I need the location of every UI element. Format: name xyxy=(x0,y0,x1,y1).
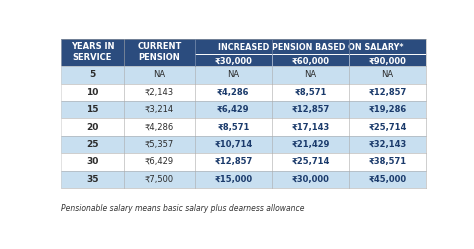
Text: NA: NA xyxy=(304,70,317,79)
Text: ₹38,571: ₹38,571 xyxy=(368,157,406,166)
Bar xyxy=(61,101,426,119)
Bar xyxy=(61,84,426,101)
Text: NA: NA xyxy=(227,70,239,79)
Text: ₹4,286: ₹4,286 xyxy=(145,123,174,132)
Text: 15: 15 xyxy=(86,105,99,114)
Text: NA: NA xyxy=(153,70,165,79)
Text: ₹21,429: ₹21,429 xyxy=(291,140,329,149)
Text: ₹8,571: ₹8,571 xyxy=(294,88,327,97)
Text: ₹25,714: ₹25,714 xyxy=(368,123,407,132)
Text: ₹30,000: ₹30,000 xyxy=(214,57,252,66)
Text: 10: 10 xyxy=(86,88,99,97)
Bar xyxy=(61,171,426,188)
Bar xyxy=(61,66,426,84)
Text: ₹45,000: ₹45,000 xyxy=(368,175,406,184)
Text: ₹8,571: ₹8,571 xyxy=(217,123,249,132)
Text: ₹2,143: ₹2,143 xyxy=(145,88,174,97)
Text: ₹6,429: ₹6,429 xyxy=(217,105,250,114)
Text: NA: NA xyxy=(381,70,393,79)
Text: Pensionable salary means basic salary plus dearness allowance: Pensionable salary means basic salary pl… xyxy=(61,204,305,213)
Text: ₹12,857: ₹12,857 xyxy=(291,105,329,114)
Text: 35: 35 xyxy=(86,175,99,184)
Text: 20: 20 xyxy=(86,123,99,132)
Text: ₹60,000: ₹60,000 xyxy=(292,57,329,66)
Text: ₹90,000: ₹90,000 xyxy=(368,57,406,66)
Text: 5: 5 xyxy=(90,70,96,79)
Text: CURRENT
PENSION: CURRENT PENSION xyxy=(137,42,182,62)
Text: ₹32,143: ₹32,143 xyxy=(368,140,407,149)
Text: INCREASED PENSION BASED ON SALARY*: INCREASED PENSION BASED ON SALARY* xyxy=(218,43,403,52)
Bar xyxy=(61,119,426,136)
Text: ₹6,429: ₹6,429 xyxy=(145,157,174,166)
Text: ₹19,286: ₹19,286 xyxy=(368,105,407,114)
Text: ₹25,714: ₹25,714 xyxy=(291,157,329,166)
Text: ₹4,286: ₹4,286 xyxy=(217,88,250,97)
Text: ₹15,000: ₹15,000 xyxy=(214,175,253,184)
Text: ₹30,000: ₹30,000 xyxy=(292,175,329,184)
Text: 25: 25 xyxy=(86,140,99,149)
Text: ₹17,143: ₹17,143 xyxy=(291,123,329,132)
Bar xyxy=(61,39,426,66)
Bar xyxy=(61,136,426,153)
Bar xyxy=(61,153,426,171)
Text: ₹12,857: ₹12,857 xyxy=(368,88,407,97)
Text: ₹3,214: ₹3,214 xyxy=(145,105,174,114)
Text: YEARS IN
SERVICE: YEARS IN SERVICE xyxy=(71,42,114,62)
Text: ₹5,357: ₹5,357 xyxy=(145,140,174,149)
Text: ₹12,857: ₹12,857 xyxy=(214,157,253,166)
Text: ₹10,714: ₹10,714 xyxy=(214,140,253,149)
Text: 30: 30 xyxy=(86,157,99,166)
Text: ₹7,500: ₹7,500 xyxy=(145,175,174,184)
